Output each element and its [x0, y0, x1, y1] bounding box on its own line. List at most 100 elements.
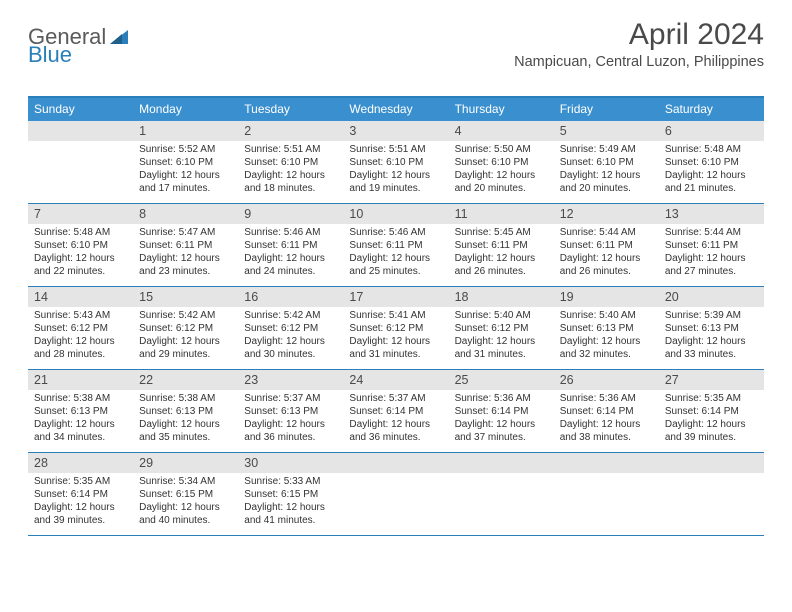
day-line: Daylight: 12 hours and 39 minutes. [665, 418, 758, 444]
day-line: Sunset: 6:15 PM [244, 488, 337, 501]
day-line: Sunrise: 5:42 AM [244, 309, 337, 322]
day-line: Sunrise: 5:51 AM [244, 143, 337, 156]
day-number: 4 [449, 121, 554, 141]
dow-wednesday: Wednesday [343, 98, 448, 121]
day-number [554, 453, 659, 473]
day-line: Sunset: 6:12 PM [139, 322, 232, 335]
day-line: Daylight: 12 hours and 33 minutes. [665, 335, 758, 361]
day-cell [554, 473, 659, 535]
day-line: Sunrise: 5:36 AM [560, 392, 653, 405]
day-line: Daylight: 12 hours and 38 minutes. [560, 418, 653, 444]
week-body-row: Sunrise: 5:52 AMSunset: 6:10 PMDaylight:… [28, 141, 764, 203]
day-cell: Sunrise: 5:44 AMSunset: 6:11 PMDaylight:… [554, 224, 659, 286]
dow-monday: Monday [133, 98, 238, 121]
day-line: Sunset: 6:13 PM [139, 405, 232, 418]
day-number: 3 [343, 121, 448, 141]
day-line: Daylight: 12 hours and 26 minutes. [455, 252, 548, 278]
day-number: 28 [28, 453, 133, 473]
day-number: 20 [659, 287, 764, 307]
day-line: Sunset: 6:13 PM [665, 322, 758, 335]
day-cell: Sunrise: 5:48 AMSunset: 6:10 PMDaylight:… [659, 141, 764, 203]
day-line: Sunset: 6:14 PM [665, 405, 758, 418]
day-line: Sunset: 6:10 PM [560, 156, 653, 169]
calendar-week: 78910111213Sunrise: 5:48 AMSunset: 6:10 … [28, 204, 764, 287]
day-line: Sunset: 6:10 PM [139, 156, 232, 169]
day-line: Sunset: 6:14 PM [349, 405, 442, 418]
day-line: Sunrise: 5:43 AM [34, 309, 127, 322]
day-line: Sunrise: 5:47 AM [139, 226, 232, 239]
title-block: April 2024 Nampicuan, Central Luzon, Phi… [514, 18, 764, 70]
day-line: Daylight: 12 hours and 25 minutes. [349, 252, 442, 278]
day-line: Daylight: 12 hours and 29 minutes. [139, 335, 232, 361]
day-line: Sunrise: 5:37 AM [244, 392, 337, 405]
day-cell: Sunrise: 5:35 AMSunset: 6:14 PMDaylight:… [659, 390, 764, 452]
day-cell: Sunrise: 5:37 AMSunset: 6:13 PMDaylight:… [238, 390, 343, 452]
dow-thursday: Thursday [449, 98, 554, 121]
day-line: Sunrise: 5:36 AM [455, 392, 548, 405]
day-number: 22 [133, 370, 238, 390]
day-number: 21 [28, 370, 133, 390]
day-line: Daylight: 12 hours and 40 minutes. [139, 501, 232, 527]
day-line: Sunrise: 5:35 AM [34, 475, 127, 488]
day-cell: Sunrise: 5:48 AMSunset: 6:10 PMDaylight:… [28, 224, 133, 286]
calendar-week: 14151617181920Sunrise: 5:43 AMSunset: 6:… [28, 287, 764, 370]
day-line: Daylight: 12 hours and 34 minutes. [34, 418, 127, 444]
day-number: 8 [133, 204, 238, 224]
day-line: Sunset: 6:12 PM [455, 322, 548, 335]
day-line: Daylight: 12 hours and 31 minutes. [349, 335, 442, 361]
day-line: Daylight: 12 hours and 32 minutes. [560, 335, 653, 361]
day-line: Daylight: 12 hours and 23 minutes. [139, 252, 232, 278]
month-title: April 2024 [514, 18, 764, 52]
day-line: Sunset: 6:14 PM [34, 488, 127, 501]
day-line: Daylight: 12 hours and 37 minutes. [455, 418, 548, 444]
day-number: 11 [449, 204, 554, 224]
day-line: Sunrise: 5:41 AM [349, 309, 442, 322]
dow-row: Sunday Monday Tuesday Wednesday Thursday… [28, 98, 764, 121]
day-line: Sunset: 6:14 PM [560, 405, 653, 418]
day-line: Sunset: 6:13 PM [244, 405, 337, 418]
day-line: Sunset: 6:15 PM [139, 488, 232, 501]
calendar: Sunday Monday Tuesday Wednesday Thursday… [28, 96, 764, 536]
day-number: 10 [343, 204, 448, 224]
day-cell: Sunrise: 5:40 AMSunset: 6:12 PMDaylight:… [449, 307, 554, 369]
day-cell [28, 141, 133, 203]
day-cell: Sunrise: 5:38 AMSunset: 6:13 PMDaylight:… [28, 390, 133, 452]
day-line: Daylight: 12 hours and 39 minutes. [34, 501, 127, 527]
weeks-container: 123456Sunrise: 5:52 AMSunset: 6:10 PMDay… [28, 121, 764, 536]
day-line: Sunrise: 5:42 AM [139, 309, 232, 322]
day-number: 23 [238, 370, 343, 390]
day-line: Sunrise: 5:50 AM [455, 143, 548, 156]
day-cell: Sunrise: 5:51 AMSunset: 6:10 PMDaylight:… [238, 141, 343, 203]
day-line: Sunrise: 5:46 AM [244, 226, 337, 239]
day-line: Daylight: 12 hours and 36 minutes. [349, 418, 442, 444]
dow-sunday: Sunday [28, 98, 133, 121]
day-line: Sunrise: 5:40 AM [455, 309, 548, 322]
day-cell: Sunrise: 5:47 AMSunset: 6:11 PMDaylight:… [133, 224, 238, 286]
daynum-row: 282930 [28, 453, 764, 473]
day-number [659, 453, 764, 473]
day-cell: Sunrise: 5:42 AMSunset: 6:12 PMDaylight:… [133, 307, 238, 369]
day-line: Daylight: 12 hours and 26 minutes. [560, 252, 653, 278]
day-number [449, 453, 554, 473]
daynum-row: 123456 [28, 121, 764, 141]
day-number: 27 [659, 370, 764, 390]
day-cell [343, 473, 448, 535]
daynum-row: 21222324252627 [28, 370, 764, 390]
day-cell: Sunrise: 5:45 AMSunset: 6:11 PMDaylight:… [449, 224, 554, 286]
day-cell: Sunrise: 5:37 AMSunset: 6:14 PMDaylight:… [343, 390, 448, 452]
day-cell [659, 473, 764, 535]
day-cell: Sunrise: 5:38 AMSunset: 6:13 PMDaylight:… [133, 390, 238, 452]
day-line: Sunrise: 5:40 AM [560, 309, 653, 322]
day-number: 25 [449, 370, 554, 390]
day-line: Daylight: 12 hours and 36 minutes. [244, 418, 337, 444]
day-number: 2 [238, 121, 343, 141]
calendar-week: 123456Sunrise: 5:52 AMSunset: 6:10 PMDay… [28, 121, 764, 204]
day-line: Daylight: 12 hours and 28 minutes. [34, 335, 127, 361]
day-cell: Sunrise: 5:43 AMSunset: 6:12 PMDaylight:… [28, 307, 133, 369]
day-line: Sunset: 6:11 PM [139, 239, 232, 252]
day-line: Sunrise: 5:48 AM [34, 226, 127, 239]
daynum-row: 14151617181920 [28, 287, 764, 307]
day-line: Daylight: 12 hours and 31 minutes. [455, 335, 548, 361]
day-number: 6 [659, 121, 764, 141]
day-line: Sunrise: 5:52 AM [139, 143, 232, 156]
